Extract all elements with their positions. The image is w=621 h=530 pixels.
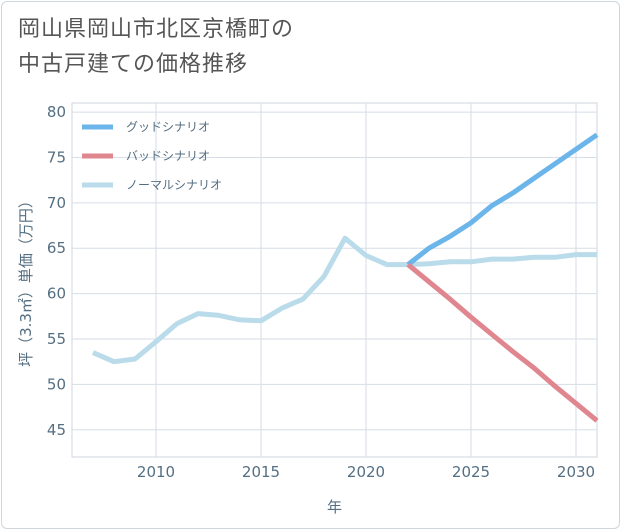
y-axis-ticks: 45 50 55 60 65 70 75 80 <box>47 103 66 439</box>
series-line-0 <box>406 132 599 267</box>
series-lines <box>92 132 599 423</box>
series-line-2 <box>92 235 597 365</box>
y-tick-label: 65 <box>47 239 66 257</box>
x-tick-label: 2030 <box>557 463 595 481</box>
y-tick-label: 80 <box>47 103 66 121</box>
y-tick-label: 70 <box>47 194 66 212</box>
x-axis-label: 年 <box>327 498 342 516</box>
title-line-2: 中古戸建ての価格推移 <box>18 52 249 77</box>
legend-label: ノーマルシナリオ <box>126 178 222 192</box>
y-tick-label: 45 <box>47 421 66 439</box>
x-tick-label: 2010 <box>137 463 175 481</box>
y-tick-label: 55 <box>47 330 66 348</box>
x-tick-label: 2025 <box>452 463 490 481</box>
title-line-1: 岡山県岡山市北区京橋町の <box>18 17 295 42</box>
x-axis-ticks: 2010 2015 2020 2025 2030 <box>137 463 595 481</box>
legend-label: バッドシナリオ <box>126 149 210 163</box>
legend-label: グッドシナリオ <box>126 120 210 134</box>
series-line-1 <box>406 262 599 423</box>
x-tick-label: 2015 <box>242 463 280 481</box>
y-tick-label: 75 <box>47 148 66 166</box>
y-axis-label: 坪（3.3㎡）単価（万円） <box>17 193 35 367</box>
y-tick-label: 50 <box>47 375 66 393</box>
y-tick-label: 60 <box>47 285 66 303</box>
x-tick-label: 2020 <box>347 463 385 481</box>
grid-lines <box>72 103 597 457</box>
chart-title: 岡山県岡山市北区京橋町の 中古戸建ての価格推移 <box>18 12 294 82</box>
plot-area <box>71 102 598 458</box>
